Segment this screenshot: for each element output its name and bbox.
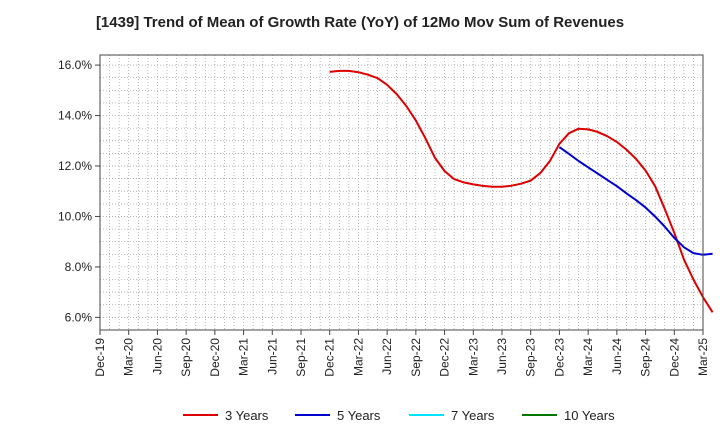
legend-label: 10 Years xyxy=(564,408,615,423)
plot-background xyxy=(100,55,703,330)
x-tick-label: Sep-24 xyxy=(639,338,653,377)
x-tick-label: Jun-22 xyxy=(380,338,394,375)
series-lines xyxy=(329,69,714,313)
x-tick-label: Sep-22 xyxy=(409,338,423,377)
chart-title: [1439] Trend of Mean of Growth Rate (YoY… xyxy=(95,14,625,31)
x-tick-label: Mar-24 xyxy=(581,338,595,376)
legend-label: 3 Years xyxy=(225,408,269,423)
x-tick-label: Sep-23 xyxy=(524,338,538,377)
y-tick-label: 6.0% xyxy=(65,310,93,324)
grid-lines xyxy=(100,55,703,330)
y-tick-label: 12.0% xyxy=(58,159,92,173)
legend: 3 Years 5 Years 7 Years 10 Years xyxy=(183,408,615,423)
x-tick-label: Sep-20 xyxy=(179,338,193,377)
plot-border xyxy=(99,54,704,331)
x-tick-label: Mar-20 xyxy=(122,338,136,376)
x-tick-label: Dec-20 xyxy=(208,338,222,377)
series-line-3-years xyxy=(329,69,714,313)
y-tick-label: 10.0% xyxy=(58,209,92,223)
x-tick-label: Mar-22 xyxy=(351,338,365,376)
y-tick-label: 8.0% xyxy=(65,260,93,274)
x-tick-label: Dec-22 xyxy=(438,338,452,377)
x-tick-label: Dec-23 xyxy=(552,338,566,377)
x-tick-label: Jun-24 xyxy=(610,338,624,375)
x-tick-label: Jun-23 xyxy=(495,338,509,375)
x-tick-label: Mar-23 xyxy=(466,338,480,376)
x-tick-label: Jun-21 xyxy=(265,338,279,375)
x-tick-label: Dec-21 xyxy=(323,338,337,377)
x-tick-label: Mar-25 xyxy=(696,338,710,376)
x-tick-label: Jun-20 xyxy=(150,338,164,375)
x-tick-label: Mar-21 xyxy=(237,338,251,376)
legend-label: 7 Years xyxy=(451,408,495,423)
x-tick-label: Dec-24 xyxy=(667,338,681,377)
x-tick-label: Dec-19 xyxy=(93,338,107,377)
x-tick-label: Sep-21 xyxy=(294,338,308,377)
y-tick-label: 14.0% xyxy=(58,109,92,123)
legend-label: 5 Years xyxy=(337,408,381,423)
series-line-5-years xyxy=(558,146,713,256)
y-axis-ticks: 6.0% 8.0% 10.0% 12.0% 14.0% 16.0% xyxy=(58,58,100,324)
y-tick-label: 16.0% xyxy=(58,58,92,72)
x-axis-ticks: Dec-19 Mar-20 Jun-20 Sep-20 Dec-20 Mar-21 Jun-… xyxy=(93,330,710,377)
